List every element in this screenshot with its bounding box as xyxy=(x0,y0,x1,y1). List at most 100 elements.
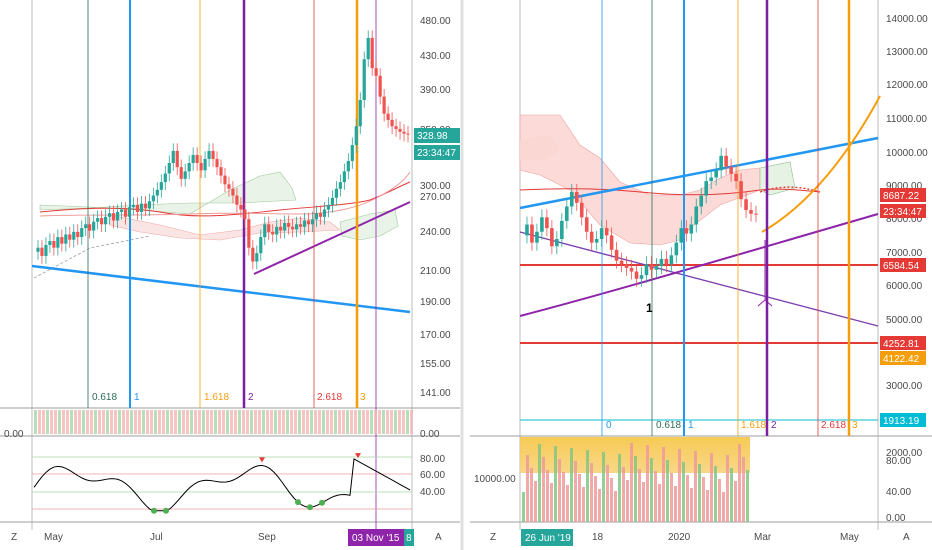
left-candle xyxy=(139,203,144,212)
left-candle xyxy=(135,204,140,212)
left-volume-bar xyxy=(102,410,105,434)
indicator-bar xyxy=(538,444,541,522)
badge-1913: 1913.19 xyxy=(883,416,920,427)
left-price-tick: 170.00 xyxy=(420,330,451,341)
left-volume-bar xyxy=(54,410,57,434)
right-candle xyxy=(535,231,539,243)
oversold-marker xyxy=(295,499,301,506)
fib-label-1618: 1.618 xyxy=(204,392,229,403)
indicator-bar xyxy=(554,446,557,522)
indicator-bar xyxy=(730,468,733,522)
left-chart-panel[interactable]: 0.618 1 1.618 2 2.618 3 480.00 430.00 39… xyxy=(0,0,460,546)
indicator-bar xyxy=(714,466,717,522)
left-volume-bar xyxy=(366,410,369,434)
left-oscillator-line xyxy=(33,458,411,512)
right-candle xyxy=(674,242,679,256)
badge-countdown: 23:34:47 xyxy=(883,207,922,218)
left-candle xyxy=(171,150,175,164)
right-price-tick: 13000.00 xyxy=(886,47,928,58)
left-candle xyxy=(314,213,319,220)
indicator-bar xyxy=(566,485,569,522)
left-candle xyxy=(338,182,342,189)
indicator-bar xyxy=(546,470,549,522)
left-price-tick: 480.00 xyxy=(420,16,451,27)
left-candle xyxy=(239,204,243,210)
left-candle xyxy=(104,216,108,225)
indicator-bar xyxy=(662,447,665,522)
left-candle xyxy=(68,234,72,240)
indicator-bar xyxy=(742,457,745,522)
indicator-bar xyxy=(686,475,689,522)
indicator-bar xyxy=(626,480,629,522)
volume-right-tick: 0.00 xyxy=(420,429,440,440)
indicator-bar xyxy=(574,461,577,522)
right-chart-panel[interactable]: 1 0 0.618 1 1.618 2 2.618 3 14000.00 130… xyxy=(470,0,932,546)
ind-tick: 80.00 xyxy=(886,456,911,467)
left-candle xyxy=(346,160,350,172)
zoom-z-button[interactable]: Z xyxy=(11,532,17,543)
oversold-marker xyxy=(307,504,313,511)
left-volume-bar xyxy=(70,410,73,434)
right-candle xyxy=(609,235,614,250)
left-candle xyxy=(263,224,267,238)
right-price-tick: 11000.00 xyxy=(886,114,927,125)
indicator-bar xyxy=(710,453,713,522)
left-candle xyxy=(151,195,155,202)
indicator-bar xyxy=(598,489,601,522)
left-candle xyxy=(275,226,279,235)
left-volume-bar xyxy=(170,410,173,434)
current-price-label: 328.98 xyxy=(417,131,448,142)
left-volume-bar xyxy=(190,410,193,434)
left-price-tick: 270.00 xyxy=(420,192,451,203)
indicator-bar xyxy=(674,486,677,522)
right-candle xyxy=(644,264,649,276)
left-candle xyxy=(322,209,327,217)
left-candle xyxy=(402,131,406,134)
left-candle xyxy=(227,184,231,189)
left-candle xyxy=(115,211,120,221)
left-volume-bar xyxy=(162,410,165,434)
left-candle xyxy=(159,182,163,190)
auto-scale-button[interactable]: A xyxy=(435,532,442,543)
right-candle xyxy=(734,173,738,182)
overbought-marker xyxy=(259,457,265,463)
left-volume-bar xyxy=(142,410,145,434)
left-volume-bar xyxy=(322,410,325,434)
indicator-bar xyxy=(582,487,585,522)
right-price-axis[interactable]: 14000.00 13000.00 12000.00 11000.00 1000… xyxy=(886,14,928,459)
fib-label-1: 1 xyxy=(134,392,140,403)
left-volume-bar xyxy=(338,410,341,434)
left-candle xyxy=(310,219,315,225)
indicator-bar xyxy=(622,467,625,522)
left-candle xyxy=(251,247,255,262)
left-volume-bar xyxy=(230,410,233,434)
left-price-tick: 300.00 xyxy=(420,181,451,192)
left-volume-bar xyxy=(146,410,149,434)
auto-scale-button-right[interactable]: A xyxy=(903,532,910,543)
left-price-axis[interactable]: 480.00 430.00 390.00 350.00 300.00 270.0… xyxy=(420,16,451,399)
indicator-bar xyxy=(718,479,721,522)
right-candle xyxy=(639,275,644,279)
right-candle xyxy=(584,217,589,232)
left-volume-bar xyxy=(222,410,225,434)
left-volume-bar xyxy=(78,410,81,434)
left-candle xyxy=(187,163,191,172)
left-candle xyxy=(211,150,215,159)
projected-path xyxy=(759,186,821,193)
indicator-bar xyxy=(746,470,749,522)
right-candle xyxy=(684,228,689,234)
left-volume-bar xyxy=(38,410,41,434)
left-volume-bar xyxy=(374,410,377,434)
left-candlestick-series xyxy=(36,30,410,270)
left-candle xyxy=(406,133,410,135)
indicator-bar xyxy=(526,455,529,522)
crosshair-date-label: 03 Nov '15 xyxy=(352,533,400,544)
oversold-marker xyxy=(151,507,157,514)
right-cloud-bear xyxy=(519,114,761,246)
zoom-z-button-right[interactable]: Z xyxy=(490,532,496,543)
left-volume-bar xyxy=(242,410,245,434)
left-volume-bar xyxy=(218,410,221,434)
fib-label-1: 1 xyxy=(688,420,694,431)
indicator-bar xyxy=(670,473,673,522)
